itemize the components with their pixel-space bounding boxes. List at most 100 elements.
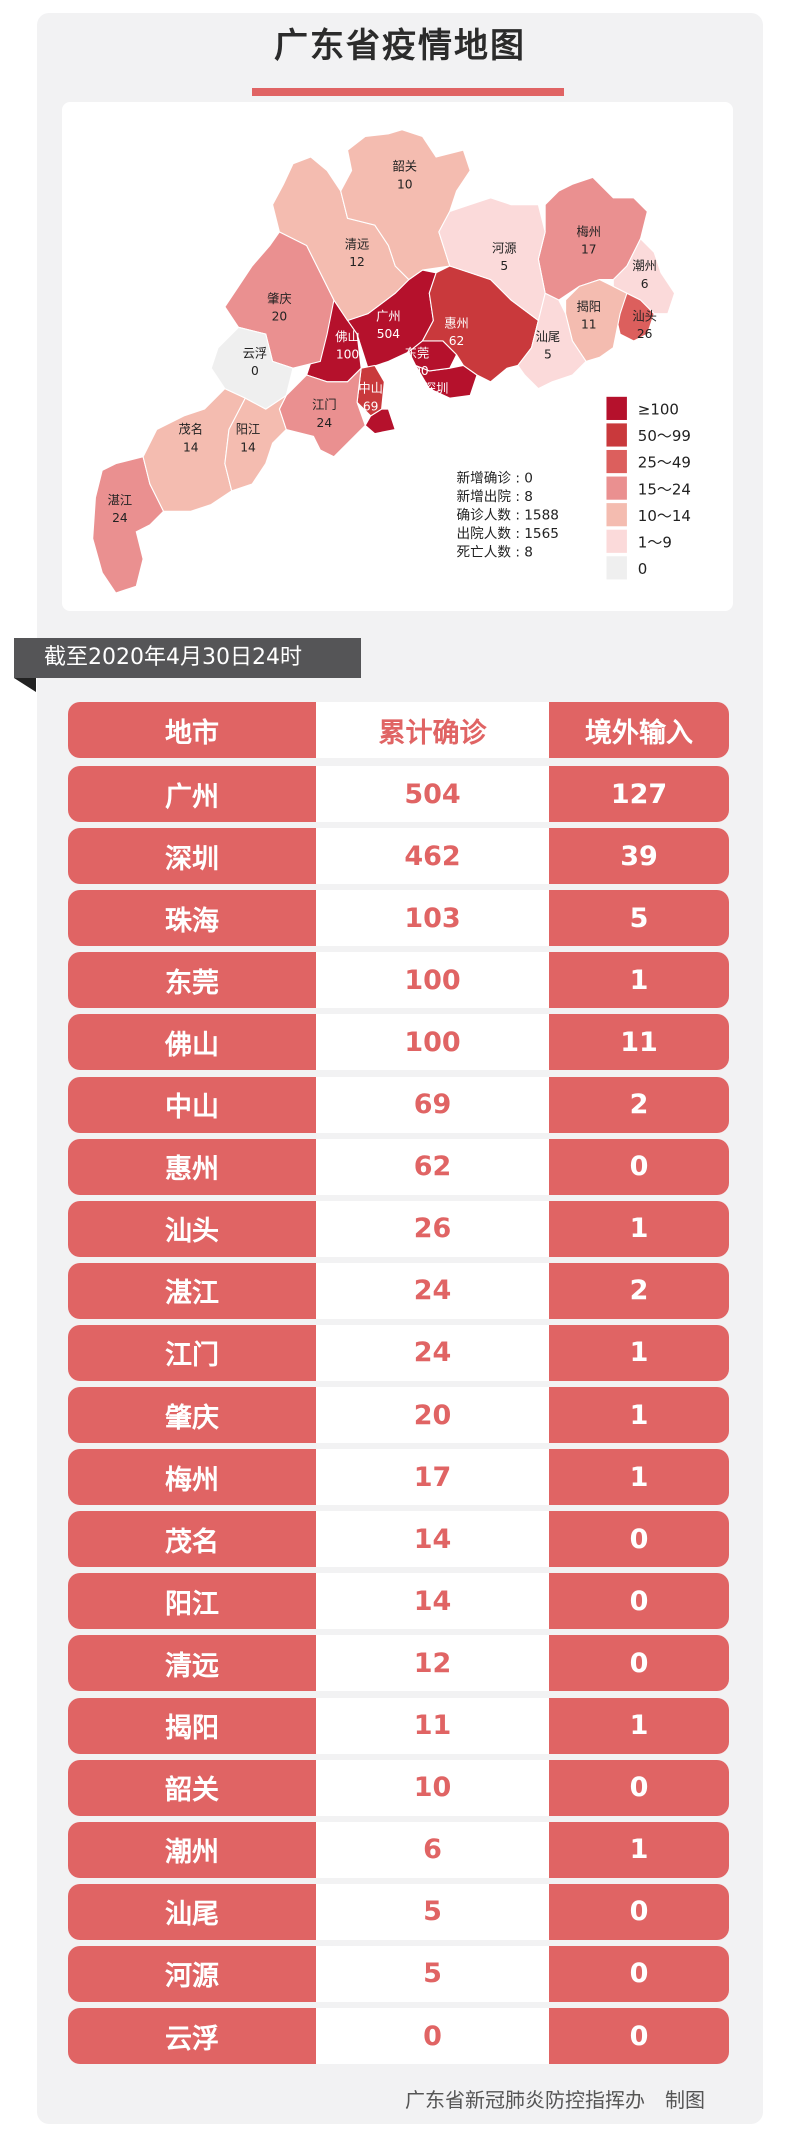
map-region-value: 5 xyxy=(500,259,508,273)
table-row-cell: 0 xyxy=(549,1573,729,1630)
table-row-cell: 清远 xyxy=(68,1635,316,1692)
map-region-name: 湛江 xyxy=(108,493,133,507)
map-region-value: 6 xyxy=(641,277,649,291)
table-row-cell: 1 xyxy=(549,1821,729,1878)
stat-line: 确诊人数 : 1588 xyxy=(457,507,559,523)
map-region-value: 11 xyxy=(581,318,597,332)
table-row-cell: 17 xyxy=(316,1449,549,1506)
legend-label: 10～14 xyxy=(638,507,691,525)
table-row-cell: 深圳 xyxy=(68,828,316,885)
table-row-cell: 揭阳 xyxy=(68,1697,316,1754)
map-region-value: 5 xyxy=(544,348,552,362)
stat-value: 1565 xyxy=(524,526,559,542)
table-header-cell: 累计确诊 xyxy=(316,702,549,758)
table-row: 珠海 103 5 xyxy=(68,890,729,947)
map-region xyxy=(517,292,587,390)
table-row-cell: 韶关 xyxy=(68,1759,316,1816)
map-region-name: 梅州 xyxy=(577,224,602,239)
footer-org: 广东省新冠肺炎防控指挥办 xyxy=(405,2088,645,2112)
table-row: 汕尾 5 0 xyxy=(68,1883,729,1940)
map-region-name: 茂名 xyxy=(179,422,204,437)
table-row-cell: 东莞 xyxy=(68,952,316,1009)
table-row-cell: 0 xyxy=(549,1945,729,2002)
legend-swatch xyxy=(606,396,627,420)
table-row-cell: 潮州 xyxy=(68,1821,316,1878)
table-header: 地市 累计确诊 境外输入 xyxy=(68,702,729,758)
table-row: 湛江 24 2 xyxy=(68,1262,729,1319)
legend-label: 25～49 xyxy=(638,454,691,472)
table-row-cell: 62 xyxy=(316,1138,549,1195)
stat-value: 0 xyxy=(524,471,533,487)
stat-line: 新增确诊 : 0 xyxy=(457,471,533,487)
table-row-cell: 江门 xyxy=(68,1324,316,1381)
footer-suffix: 制图 xyxy=(665,2088,705,2112)
map-region-value: 103 xyxy=(394,436,417,450)
map-region-name: 江门 xyxy=(312,397,337,412)
table-row: 江门 24 1 xyxy=(68,1324,729,1381)
table-row: 东莞 100 1 xyxy=(68,952,729,1009)
table-row-cell: 1 xyxy=(549,1200,729,1257)
stat-label: 出院人数 xyxy=(457,526,512,542)
stat-line: 出院人数 : 1565 xyxy=(457,526,559,542)
table-row-cell: 梅州 xyxy=(68,1449,316,1506)
map-region-value: 24 xyxy=(112,511,128,525)
legend-swatch xyxy=(606,449,627,474)
ribbon-fold xyxy=(14,678,36,692)
table-row: 汕头 26 1 xyxy=(68,1200,729,1257)
table-row-cell: 462 xyxy=(316,828,549,885)
map-region-value: 62 xyxy=(449,334,465,348)
map-region-value: 100 xyxy=(336,348,359,362)
table-row-cell: 湛江 xyxy=(68,1262,316,1319)
map-region-name: 汕尾 xyxy=(536,330,561,344)
table-row-cell: 10 xyxy=(316,1759,549,1816)
table-header-cell: 地市 xyxy=(68,702,316,758)
map-region-value: 26 xyxy=(637,327,653,341)
stat-separator: : xyxy=(511,471,524,487)
map-region xyxy=(278,366,366,458)
table-row-cell: 103 xyxy=(316,890,549,947)
stat-separator: : xyxy=(511,507,524,523)
table-row-cell: 云浮 xyxy=(68,2008,316,2064)
table-row-cell: 1 xyxy=(549,1697,729,1754)
map-region-name: 中山 xyxy=(358,381,383,396)
map-region-value: 462 xyxy=(424,399,447,413)
stat-label: 新增出院 xyxy=(457,489,512,505)
map-region-name: 惠州 xyxy=(444,316,469,330)
map-region-value: 20 xyxy=(272,309,288,323)
table-row-cell: 6 xyxy=(316,1821,549,1878)
table-row-cell: 5 xyxy=(549,890,729,947)
map-region-name: 珠海 xyxy=(394,418,419,433)
map-region-name: 佛山 xyxy=(335,330,360,344)
guangdong-map: 广州504深圳462珠海103东莞100佛山100中山69惠州62汕头26湛江2… xyxy=(92,129,691,594)
stat-separator: : xyxy=(511,526,524,542)
map-region-value: 17 xyxy=(581,243,597,257)
stat-label: 新增确诊 xyxy=(457,471,512,487)
table-row: 中山 69 2 xyxy=(68,1076,729,1133)
table-row-cell: 14 xyxy=(316,1511,549,1568)
title-underline xyxy=(252,88,564,96)
table-row-cell: 69 xyxy=(316,1076,549,1133)
date-label: 截至2020年4月30日24时 xyxy=(14,638,361,678)
map-region-name: 深圳 xyxy=(424,382,449,396)
table-row-cell: 1 xyxy=(549,1387,729,1443)
map-region xyxy=(438,197,546,322)
table-row-cell: 河源 xyxy=(68,1945,316,2002)
stat-line: 死亡人数 : 8 xyxy=(457,544,533,560)
legend-swatch xyxy=(606,529,627,553)
table-row: 清远 12 0 xyxy=(68,1635,729,1692)
map-region-name: 韶关 xyxy=(393,159,418,174)
table-row: 茂名 14 0 xyxy=(68,1511,729,1568)
map-region-name: 河源 xyxy=(492,241,516,255)
legend-label: 15～24 xyxy=(638,480,691,498)
map-region-value: 69 xyxy=(363,399,379,413)
table-row-cell: 中山 xyxy=(68,1076,316,1133)
map-region-name: 云浮 xyxy=(243,346,268,360)
map-region-value: 100 xyxy=(405,364,428,378)
page-title: 广东省疫情地图 xyxy=(274,26,526,66)
table-row-cell: 0 xyxy=(549,1511,729,1568)
table-row-cell: 11 xyxy=(549,1014,729,1071)
table-row-cell: 1 xyxy=(549,1449,729,1506)
map-region-value: 10 xyxy=(397,177,413,191)
table-row-cell: 127 xyxy=(549,766,729,822)
table-row-cell: 惠州 xyxy=(68,1138,316,1195)
